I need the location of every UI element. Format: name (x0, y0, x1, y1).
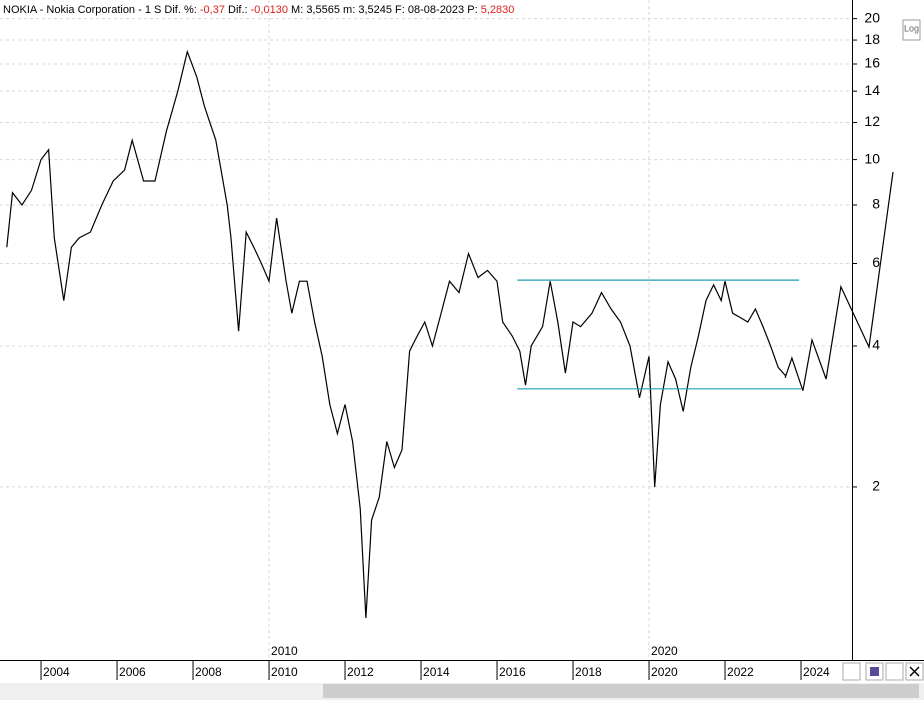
x-tick-label: 2004 (43, 665, 70, 679)
zoom-button[interactable] (842, 662, 861, 681)
y-tick-label: 18 (864, 31, 880, 47)
y-tick-label: 16 (864, 55, 880, 71)
y-tick-label: 14 (864, 82, 880, 98)
header-value: 3,5565 (306, 4, 340, 16)
scrollbar-thumb[interactable] (323, 684, 919, 698)
x-tick-label: 2012 (347, 665, 374, 679)
y-tick-label: 6 (872, 254, 880, 270)
series-line (6, 49, 787, 619)
y-tick-label: 2 (872, 478, 880, 494)
x-tick-label: 2020 (651, 665, 678, 679)
header-label: M: (291, 4, 303, 16)
x-tick-label: 2018 (575, 665, 602, 679)
x-tick-label: 2022 (727, 665, 754, 679)
header-label: m: (343, 4, 355, 16)
x-tick-label: 2024 (803, 665, 830, 679)
y-tick-label: 20 (864, 9, 880, 25)
header-text: NOKIA - Nokia Corporation - 1 S Dif. %: … (3, 4, 514, 16)
x-tick-label: 2010 (271, 665, 298, 679)
decade-label: 2010 (271, 644, 298, 658)
x-tick-label: 2008 (195, 665, 222, 679)
y-tick-label: 4 (872, 337, 880, 353)
header: NOKIA - Nokia Corporation - 1 S Dif. %: … (3, 4, 514, 16)
decade-label: 2020 (651, 644, 678, 658)
series-line (784, 171, 894, 391)
y-tick-label: 8 (872, 196, 880, 212)
log-button[interactable] (902, 19, 921, 41)
close-icon (909, 666, 920, 677)
header-value: 3,5245 (358, 4, 392, 16)
y-tick-label: 10 (864, 150, 880, 166)
header-label: Dif.: (228, 4, 248, 16)
save-icon (870, 667, 879, 676)
header-value: -0,0130 (251, 4, 288, 16)
header-value: -0,37 (200, 4, 225, 16)
x-tick-label: 2016 (499, 665, 526, 679)
log-label[interactable]: Log (904, 23, 919, 33)
header-label: Dif. %: (164, 4, 196, 16)
header-label: F: (395, 4, 405, 16)
header-value: 08-08-2023 (408, 4, 464, 16)
pin-button[interactable] (885, 662, 904, 681)
x-tick-label: 2014 (423, 665, 450, 679)
x-tick-label: 2006 (119, 665, 146, 679)
header-value: 5,2830 (481, 4, 515, 16)
y-tick-label: 12 (864, 113, 880, 129)
header-label: P: (467, 4, 477, 16)
header-title: NOKIA - Nokia Corporation - 1 S (3, 4, 161, 16)
